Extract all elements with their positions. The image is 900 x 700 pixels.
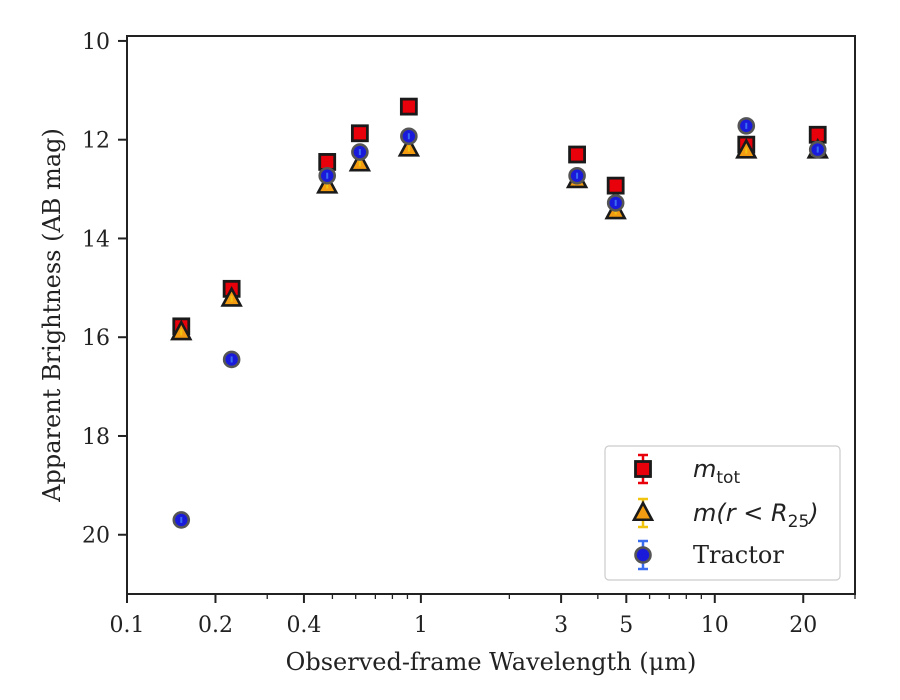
series-triangle [170,135,829,341]
x-tick-label: 20 [789,613,817,638]
y-axis-label: Apparent Brightness (AB mag) [38,128,66,503]
legend-marker-circle [634,546,652,564]
x-tick-label: 5 [619,613,633,638]
legend-box [604,445,841,581]
legend-label: mtot [693,455,740,488]
x-tick-label: 0.4 [286,613,321,638]
series-square [172,97,827,336]
y-tick-label: 12 [82,129,110,154]
axes-frame [126,35,856,595]
legend-label: m(r < R25) [693,499,819,532]
x-axis-label: Observed-frame Wavelength (μm) [286,648,697,676]
legend-marker-triangle [631,500,655,522]
y-tick-label: 16 [82,326,110,351]
x-tick-label: 0.2 [198,613,233,638]
x-tick-label: 0.1 [110,613,145,638]
legend-label: Tractor [693,541,784,569]
x-axis: 0.1 0.2 0.4 1 3 5 10 20 [110,594,856,638]
x-tick-label: 1 [414,613,428,638]
legend-marker-square [634,460,652,478]
series-circle [172,117,827,529]
legend-entry: m(r < R25) [631,497,819,532]
y-tick-label: 20 [82,524,110,549]
legend-entry: Tractor [634,539,784,571]
y-tick-label: 18 [82,425,110,450]
x-tick-label: 3 [554,613,568,638]
x-tick-label: 10 [701,613,729,638]
data-markers [170,97,829,529]
legend-entry: mtot [634,453,740,488]
y-tick-label: 14 [82,227,110,252]
legend: mtot m(r < R25) Tractor [604,445,841,581]
y-axis: 10 12 14 16 18 20 [82,30,127,549]
y-tick-label: 10 [82,30,110,55]
